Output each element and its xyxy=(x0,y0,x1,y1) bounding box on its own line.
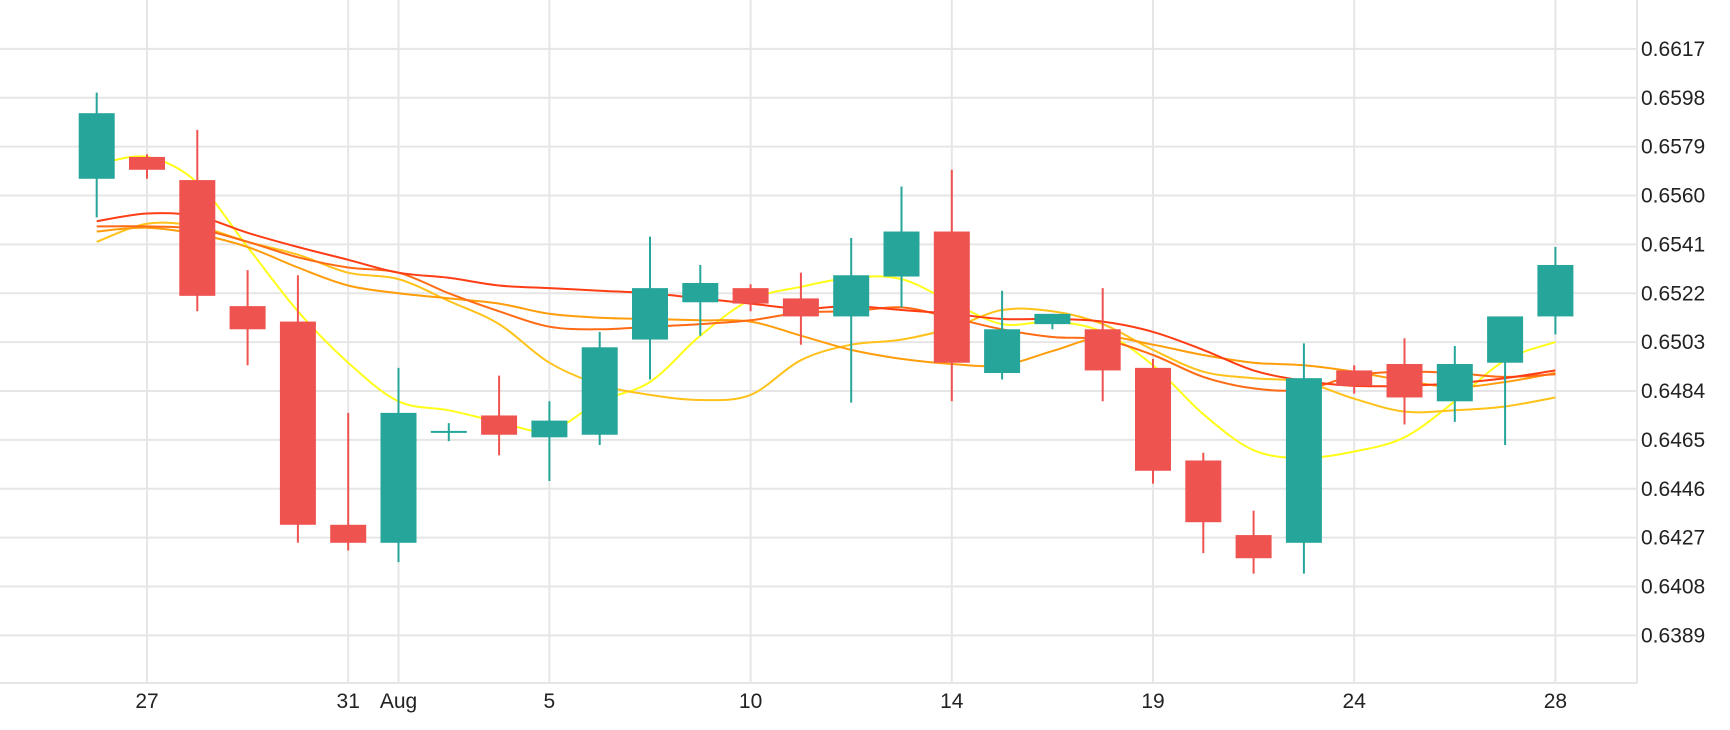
candle-up xyxy=(1285,343,1322,574)
candle-up xyxy=(1487,316,1524,446)
candle-down xyxy=(1135,358,1171,484)
y-tick-label: 0.6560 xyxy=(1641,185,1705,208)
candle-body xyxy=(1235,535,1272,559)
candle-up xyxy=(1034,313,1071,330)
candle-up xyxy=(531,401,568,482)
candle-body xyxy=(481,415,518,435)
candle-up xyxy=(430,423,467,442)
x-tick-label: 27 xyxy=(135,690,158,713)
y-tick-label: 0.6484 xyxy=(1641,380,1706,403)
candle-down xyxy=(933,169,970,402)
candle-down xyxy=(330,412,367,551)
candle-body xyxy=(78,113,115,179)
y-tick-label: 0.6446 xyxy=(1641,478,1705,501)
candle-body xyxy=(380,412,417,543)
candle-down xyxy=(1185,452,1222,554)
x-axis-tick-labels: 27 31 Aug 5 10 14 19 24 28 xyxy=(135,690,1567,713)
candle-down xyxy=(1084,288,1121,402)
candle-body xyxy=(430,430,467,433)
candle-up xyxy=(380,367,417,563)
candle-down xyxy=(279,275,316,543)
candle-body xyxy=(531,420,568,438)
candle-body xyxy=(984,329,1021,374)
candle-body xyxy=(732,288,769,304)
candle-body xyxy=(682,282,719,303)
y-tick-label: 0.6503 xyxy=(1641,331,1705,354)
candle-up xyxy=(581,331,618,446)
candle-body xyxy=(229,306,266,330)
candle-up xyxy=(78,92,115,218)
candle-body xyxy=(632,288,668,340)
candle-body xyxy=(1487,316,1524,363)
candle-body xyxy=(330,524,367,543)
candle-down xyxy=(481,375,518,456)
x-tick-label: 10 xyxy=(739,690,762,713)
candle-body xyxy=(933,231,970,363)
candle-body xyxy=(1285,378,1322,543)
candle-down xyxy=(732,284,769,312)
x-tick-label: Aug xyxy=(380,690,417,713)
y-tick-label: 0.6579 xyxy=(1641,136,1705,159)
y-tick-label: 0.6617 xyxy=(1641,38,1705,61)
horizontal-gridlines xyxy=(0,47,1637,684)
x-tick-label: 19 xyxy=(1141,690,1164,713)
y-tick-label: 0.6522 xyxy=(1641,282,1705,305)
candle-body xyxy=(581,347,618,435)
x-tick-label: 31 xyxy=(337,690,360,713)
x-tick-label: 28 xyxy=(1544,690,1567,713)
candle-body xyxy=(1034,313,1071,325)
y-axis-tick-labels: 0.6389 0.6408 0.6427 0.6446 0.6465 0.6484 0.65… xyxy=(1641,38,1706,648)
candle-up xyxy=(833,237,870,403)
candle-body xyxy=(782,298,819,317)
candle-up xyxy=(984,290,1021,380)
x-tick-label: 14 xyxy=(940,690,964,713)
candle-body xyxy=(1436,364,1473,402)
candle-down xyxy=(1386,338,1423,425)
x-tick-label: 5 xyxy=(544,690,556,713)
candle-body xyxy=(279,321,316,525)
candle-down xyxy=(1336,365,1373,394)
candle-down xyxy=(129,154,165,179)
y-tick-label: 0.6541 xyxy=(1641,233,1705,256)
candle-body xyxy=(179,180,216,296)
candle-body xyxy=(1386,364,1423,398)
candle-body xyxy=(129,156,165,170)
candles xyxy=(78,92,1574,574)
candle-down xyxy=(179,129,216,312)
candle-up xyxy=(1537,246,1574,335)
candle-up xyxy=(682,264,719,336)
candle-body xyxy=(883,231,920,277)
moving-average-line xyxy=(96,226,1556,389)
candle-down xyxy=(229,270,266,366)
candle-body xyxy=(1537,264,1574,317)
y-tick-label: 0.6408 xyxy=(1641,576,1705,599)
candle-up xyxy=(632,236,668,380)
y-tick-label: 0.6465 xyxy=(1641,429,1705,452)
vertical-gridlines xyxy=(146,0,1557,683)
y-tick-label: 0.6598 xyxy=(1641,87,1705,110)
y-tick-label: 0.6389 xyxy=(1641,624,1705,647)
candle-down xyxy=(1235,510,1272,574)
candle-body xyxy=(833,275,870,317)
candle-body xyxy=(1336,370,1373,386)
y-tick-label: 0.6427 xyxy=(1641,527,1705,550)
candle-body xyxy=(1084,329,1121,371)
candle-body xyxy=(1185,460,1222,523)
candle-down xyxy=(782,272,819,345)
x-tick-label: 24 xyxy=(1343,690,1367,713)
candle-body xyxy=(1135,367,1171,471)
candle-up xyxy=(1436,346,1473,422)
candle-up xyxy=(883,186,920,308)
